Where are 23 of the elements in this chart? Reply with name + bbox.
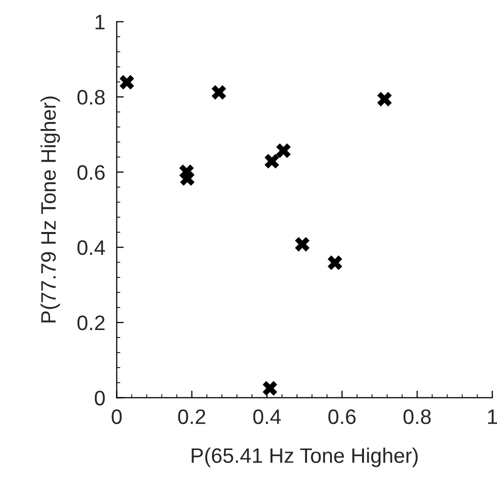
point (294, 237, 310, 252)
point (120, 74, 134, 90)
x-tick-label: 0.8 (404, 409, 431, 424)
x-tick-label: 1 (488, 410, 497, 424)
x-tick-label: 0.4 (253, 409, 281, 424)
y-tick-label: 1 (96, 14, 105, 30)
y-tick-label: 0.6 (77, 165, 105, 180)
y-tick-label: 0.4 (77, 240, 105, 256)
point (262, 381, 278, 396)
y-tick-label: 0.2 (77, 316, 105, 330)
x-tick-label: 0.2 (178, 409, 206, 424)
point (264, 154, 280, 168)
point (180, 171, 195, 186)
y-tick-label: 0.8 (77, 90, 105, 105)
point (328, 255, 342, 270)
x-axis-title: P(65.41 Hz Tone Higher) (192, 448, 418, 468)
y-tick-label: 0 (94, 390, 105, 406)
point (377, 92, 392, 106)
x-tick-label: 0 (112, 409, 122, 424)
y-axis-title: P(77.79 Hz Tone Higher) (40, 96, 60, 322)
x-tick-label: 0.6 (328, 409, 356, 424)
point (276, 143, 291, 158)
point (212, 85, 226, 100)
